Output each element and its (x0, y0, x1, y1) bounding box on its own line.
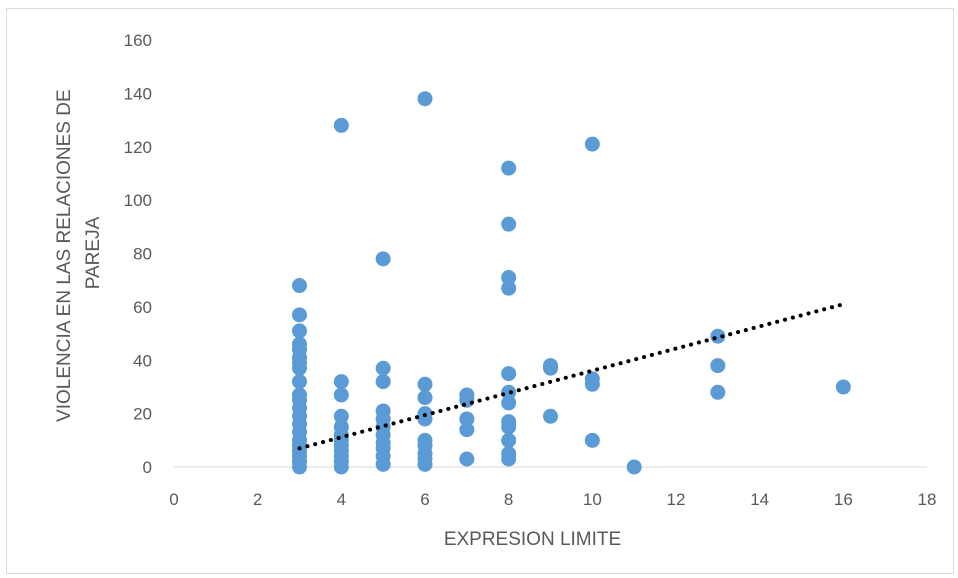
data-point (375, 456, 391, 472)
x-axis-ticks: 0 2 4 6 8 10 12 14 16 18 (169, 490, 936, 509)
data-point (417, 390, 433, 406)
data-point (710, 384, 726, 400)
data-point (417, 411, 433, 427)
data-point (292, 323, 307, 339)
data-point (501, 384, 517, 400)
data-point (417, 91, 433, 107)
data-point (501, 395, 517, 411)
data-point (584, 432, 600, 448)
data-point (417, 376, 433, 392)
x-tick-label: 0 (169, 490, 178, 509)
data-point (417, 456, 433, 472)
data-point (501, 160, 517, 176)
y-tick-label: 140 (124, 84, 152, 103)
data-point (501, 280, 517, 296)
data-point (459, 392, 475, 408)
data-points (292, 91, 851, 475)
data-point (333, 374, 349, 390)
y-tick-label: 80 (133, 245, 152, 264)
x-tick-label: 18 (918, 490, 937, 509)
chart-area (6, 8, 954, 574)
data-point (501, 216, 517, 232)
data-point (375, 360, 391, 376)
data-point (501, 432, 517, 448)
data-point (710, 358, 726, 374)
x-tick-label: 14 (750, 490, 769, 509)
data-point (543, 360, 558, 376)
y-tick-label: 120 (124, 138, 152, 157)
data-point (501, 451, 517, 467)
data-point (501, 419, 517, 435)
y-axis-ticks: 0 20 40 60 80 100 120 140 160 (124, 31, 152, 477)
y-axis-title-line-2: PAREJA (83, 216, 104, 289)
data-point (292, 278, 307, 294)
data-point (543, 408, 558, 424)
data-point (333, 117, 349, 133)
x-tick-label: 4 (337, 490, 346, 509)
data-point (584, 376, 600, 392)
x-tick-label: 6 (420, 490, 429, 509)
data-point (501, 270, 517, 286)
data-point (459, 422, 475, 438)
x-tick-label: 16 (834, 490, 853, 509)
y-tick-label: 160 (124, 31, 152, 50)
data-point (501, 366, 517, 382)
data-point (626, 459, 642, 475)
y-tick-label: 40 (133, 351, 152, 370)
data-point (292, 307, 307, 323)
y-tick-label: 100 (124, 191, 152, 210)
y-tick-label: 60 (133, 298, 152, 317)
data-point (459, 411, 475, 427)
x-tick-label: 10 (583, 490, 602, 509)
x-axis-title: EXPRESION LIMITE (444, 529, 621, 550)
data-point (292, 360, 307, 376)
data-point (333, 387, 349, 403)
y-axis-title: VIOLENCIA EN LAS RELACIONES DE PAREJA (54, 84, 104, 422)
x-tick-label: 2 (253, 490, 262, 509)
y-axis-title-line-1: VIOLENCIA EN LAS RELACIONES DE (54, 89, 75, 422)
x-tick-label: 8 (504, 490, 513, 509)
data-point (333, 459, 349, 475)
data-point (459, 451, 475, 467)
data-point (375, 251, 391, 267)
y-tick-label: 20 (133, 405, 152, 424)
x-tick-label: 12 (667, 490, 686, 509)
data-point (292, 459, 307, 475)
data-point (835, 379, 851, 395)
y-tick-label: 0 (143, 458, 152, 477)
data-point (584, 136, 600, 152)
data-point (375, 374, 391, 390)
data-point (292, 374, 307, 390)
trendline (297, 302, 846, 451)
data-point (333, 408, 349, 424)
